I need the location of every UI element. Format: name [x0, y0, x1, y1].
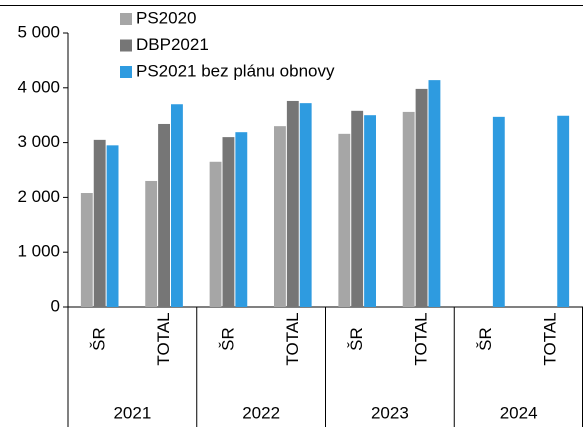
bar	[235, 132, 248, 307]
bar	[171, 104, 183, 308]
bar	[415, 88, 428, 307]
legend-swatch	[120, 66, 132, 78]
bar	[557, 115, 570, 307]
y-tick-label: 2 000	[17, 187, 60, 206]
bar	[402, 111, 415, 307]
bar	[222, 137, 235, 307]
legend-label: PS2021 bez plánu obnovy	[136, 61, 335, 80]
bar	[428, 80, 441, 308]
bar	[106, 145, 119, 307]
y-tick-label: 3 000	[17, 132, 60, 151]
legend-swatch	[120, 39, 132, 52]
x-tick-label: TOTAL	[154, 312, 173, 365]
legend-label: DBP2021	[136, 35, 209, 54]
y-tick-label: 1 000	[17, 242, 60, 261]
bar	[158, 123, 170, 307]
x-tick-label: ŠR	[476, 327, 495, 351]
x-tick-label: TOTAL	[540, 312, 559, 365]
y-tick-label: 4 000	[17, 77, 60, 96]
bar	[299, 103, 312, 307]
group-label: 2022	[242, 403, 280, 422]
bar	[93, 139, 106, 307]
bar	[338, 133, 351, 307]
bar	[492, 116, 505, 308]
bar	[274, 126, 286, 307]
x-tick-label: ŠR	[347, 327, 366, 351]
group-label: 2021	[113, 403, 151, 422]
bar	[286, 100, 299, 308]
y-tick-label: 5 000	[17, 22, 60, 41]
legend-swatch	[120, 13, 132, 25]
y-tick-label: 0	[51, 296, 60, 315]
bar	[80, 193, 93, 307]
bar	[145, 180, 158, 307]
x-tick-label: ŠR	[218, 327, 237, 351]
bar	[351, 110, 364, 307]
bar	[364, 115, 376, 307]
group-label: 2024	[500, 403, 538, 422]
bar	[209, 161, 222, 307]
x-tick-label: TOTAL	[283, 312, 302, 365]
group-label: 2023	[371, 403, 409, 422]
legend-label: PS2020	[136, 8, 197, 27]
x-tick-label: ŠR	[90, 327, 109, 351]
x-tick-label: TOTAL	[412, 312, 431, 365]
